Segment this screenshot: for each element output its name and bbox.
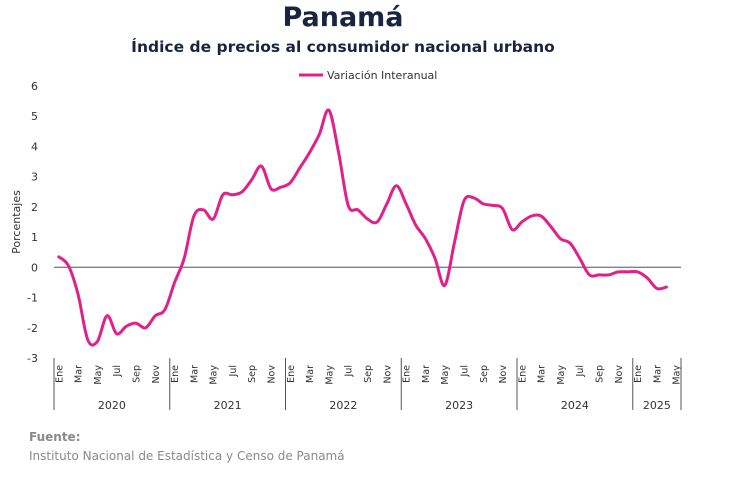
y-tick-label: 3 [31,171,38,184]
source-text: Instituto Nacional de Estadística y Cens… [29,449,345,463]
x-tick-label: Nov [382,365,393,384]
legend-label: Variación Interanual [327,69,437,82]
x-tick-label: May [556,365,567,385]
series-line-variacion-interanual [57,108,668,347]
x-tick-label: Mar [421,365,432,383]
x-tick-label: May [324,365,335,385]
y-tick-label: 5 [31,110,38,123]
x-tick-label: Nov [614,365,625,384]
source-label: Fuente: [29,430,81,444]
x-tick-label: Mar [537,365,548,383]
chart-title: Panamá [282,2,404,33]
year-label: 2024 [561,399,589,412]
x-axis: Ene Mar May Jul Sep Nov Ene Mar May Jul Sep Nov Ene M… [53,358,683,412]
source-note: Fuente: Instituto Nacional de Estadístic… [29,430,345,463]
x-tick-label: Ene [633,365,644,383]
x-tick-label: Nov [267,365,278,384]
x-tick-label: Jul [112,365,123,377]
chart-subtitle: Índice de precios al consumidor nacional… [131,38,555,56]
legend: Variación Interanual [299,69,437,82]
x-tick-label: Mar [652,365,663,383]
x-tick-label: Nov [151,365,162,384]
y-tick-label: 4 [31,140,38,153]
x-tick-label: Ene [517,365,528,383]
year-label: 2022 [329,399,357,412]
y-tick-label: 1 [31,231,38,244]
x-tick-label: May [209,365,220,385]
year-label: 2021 [214,399,242,412]
x-tick-label: Jul [459,365,470,377]
x-tick-label: Sep [595,365,606,383]
y-axis: -3 -2 -1 0 1 2 3 4 5 6 [27,80,38,365]
year-label: 2023 [445,399,473,412]
year-label: 2025 [643,399,671,412]
x-tick-label: Mar [74,365,85,383]
x-tick-label: Nov [498,365,509,384]
x-tick-label: Jul [344,365,355,377]
year-label: 2020 [98,399,126,412]
x-tick-label: Sep [479,365,490,383]
y-tick-label: -1 [27,292,38,305]
x-tick-label: May [440,365,451,385]
x-tick-label: Jul [228,365,239,377]
y-tick-label: 0 [31,261,38,274]
x-tick-label: May [672,365,683,385]
y-tick-label: 2 [31,201,38,214]
x-tick-label: Sep [363,365,374,383]
x-tick-label: Jul [575,365,586,377]
y-tick-label: -2 [27,322,38,335]
x-tick-label: Mar [189,365,200,383]
x-tick-label: Ene [286,365,297,383]
x-tick-label: May [93,365,104,385]
y-tick-label: 6 [31,80,38,93]
y-tick-label: -3 [27,352,38,365]
x-tick-label: Sep [131,365,142,383]
x-tick-label: Mar [305,365,316,383]
x-tick-label: Ene [170,365,181,383]
x-tick-label: Ene [54,365,65,383]
x-tick-label: Sep [247,365,258,383]
y-axis-label: Porcentajes [10,190,23,254]
x-tick-label: Ene [402,365,413,383]
